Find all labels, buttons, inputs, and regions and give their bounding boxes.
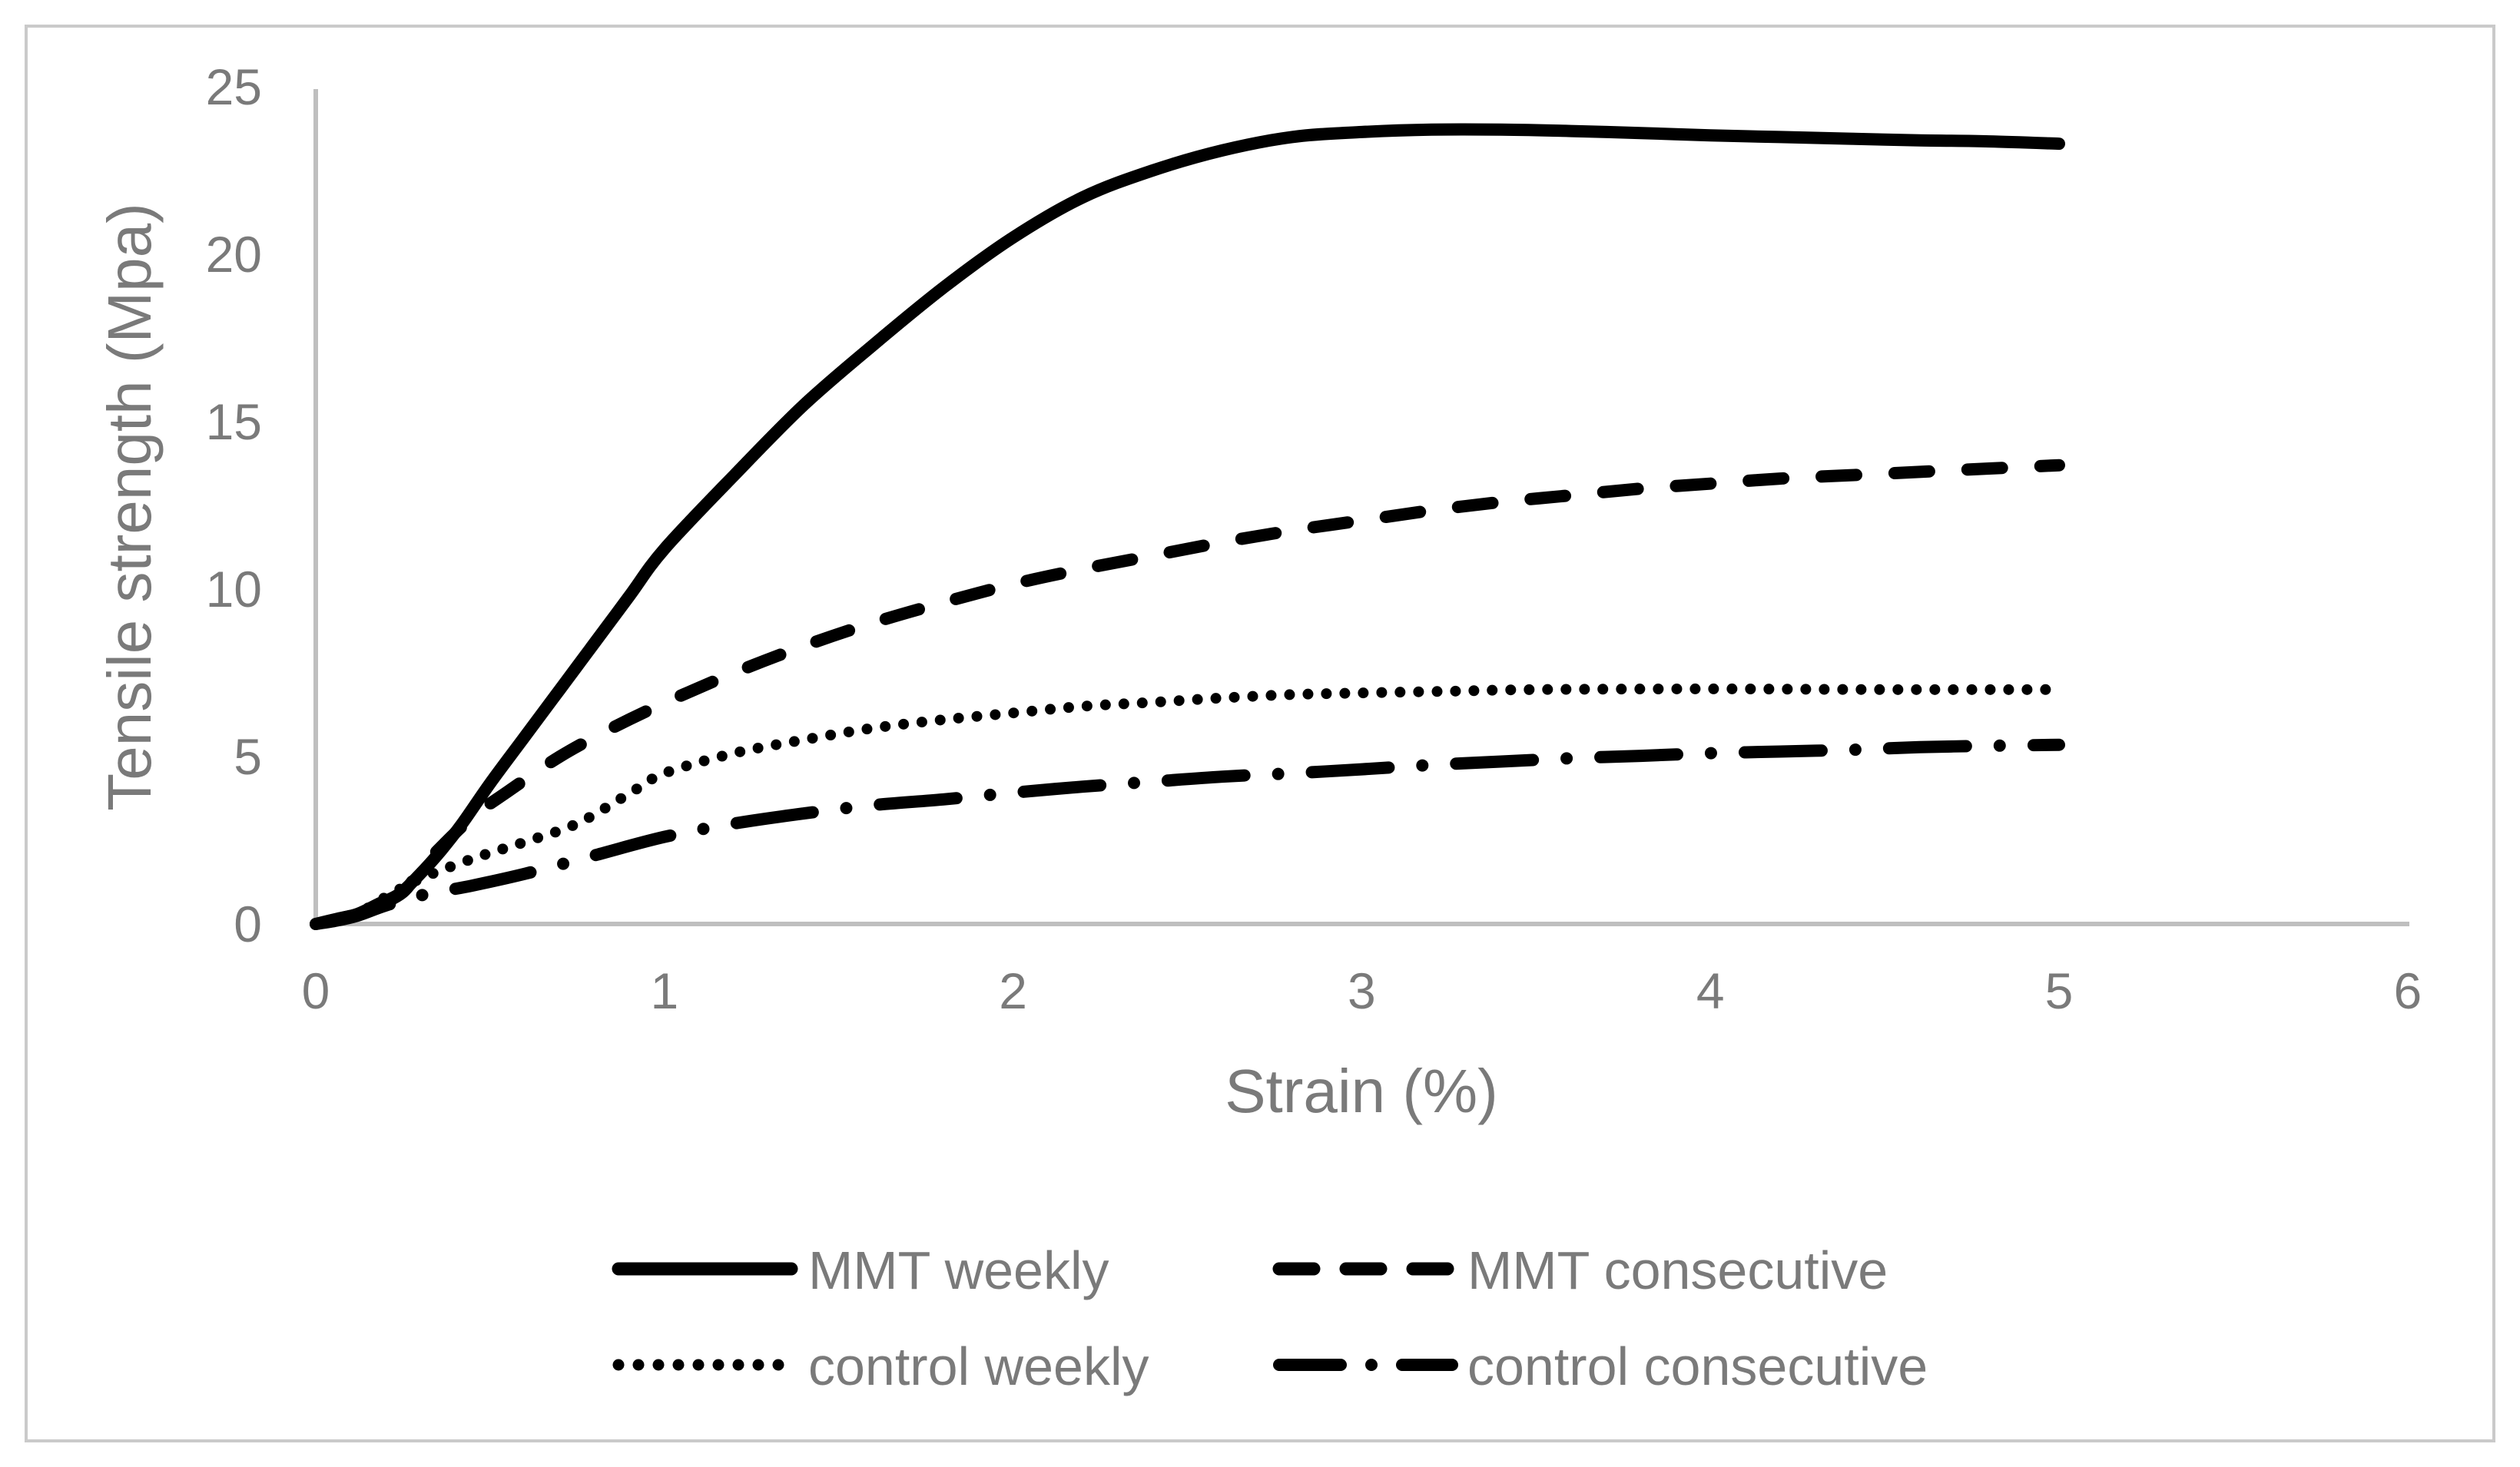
x-tick-label: 0 [302,962,330,1019]
legend-label-control-consecutive: control consecutive [1467,1336,1928,1396]
x-axis-title: Strain (%) [1225,1057,1498,1125]
series-line-mmt-consecutive [310,459,2065,930]
legend-entry-mmt-consecutive: MMT consecutive [1272,1240,1888,1300]
x-tick-label: 2 [999,962,1027,1019]
chart-legend: MMT weekly MMT consecutive control weekly c… [612,1240,1928,1396]
y-axis-title: Tensile strength (Mpa) [95,203,164,810]
series-line-control-consecutive [310,738,2065,930]
legend-entry-control-weekly: control weekly [612,1336,1149,1396]
x-tick-label: 4 [1696,962,1725,1019]
legend-label-mmt-consecutive: MMT consecutive [1467,1240,1888,1300]
x-axis-tick-labels: 0 1 2 3 4 5 6 [302,962,2422,1019]
plot-series [310,123,2065,930]
series-line-control-weekly [310,683,2064,929]
y-tick-label: 5 [234,728,262,785]
legend-label-control-weekly: control weekly [808,1336,1149,1396]
y-tick-label: 25 [206,58,262,115]
x-tick-label: 3 [1348,962,1376,1019]
y-tick-label: 15 [206,393,262,450]
y-tick-label: 10 [206,561,262,618]
figure-border [25,25,2495,1442]
x-tick-label: 6 [2393,962,2422,1019]
legend-entry-mmt-weekly: MMT weekly [612,1240,1109,1300]
y-axis-tick-labels: 0 5 10 15 20 25 [206,58,262,952]
y-tick-label: 0 [234,896,262,952]
y-tick-label: 20 [206,226,262,283]
x-tick-label: 5 [2045,962,2074,1019]
legend-label-mmt-weekly: MMT weekly [808,1240,1109,1300]
x-tick-label: 1 [650,962,678,1019]
legend-entry-control-consecutive: control consecutive [1273,1336,1928,1396]
series-line-mmt-weekly [310,123,2065,930]
